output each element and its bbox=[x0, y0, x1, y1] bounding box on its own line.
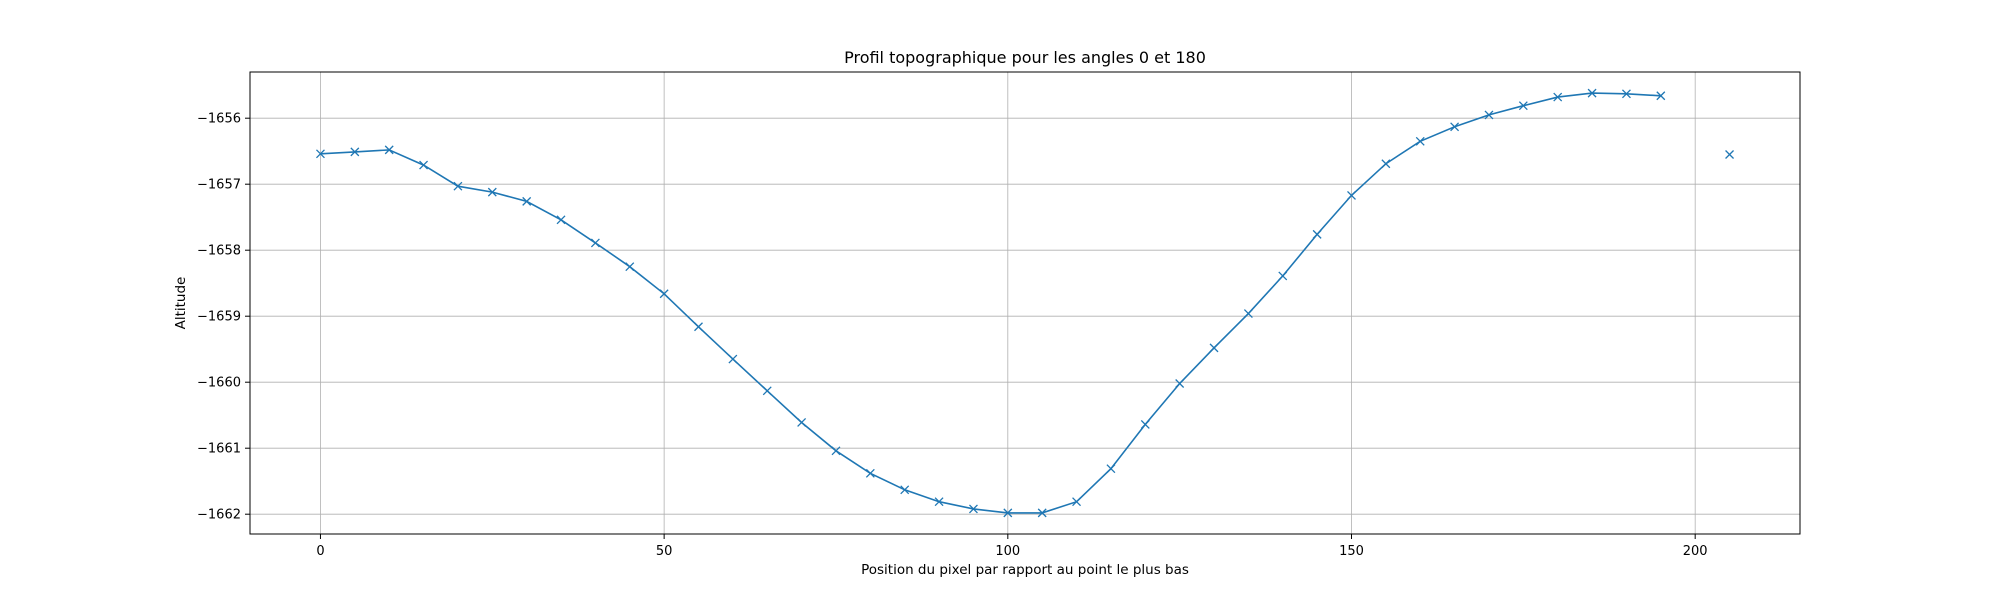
x-tick-label: 100 bbox=[995, 544, 1020, 559]
data-point-marker bbox=[1140, 419, 1150, 429]
data-point-marker bbox=[1347, 190, 1356, 200]
data-point-marker bbox=[1553, 92, 1563, 102]
data-point-marker bbox=[419, 160, 429, 170]
ticks: 0 50 100 150 200 −1656 −1657 −1658 −1659 −1660 −16… bbox=[197, 112, 1708, 559]
data-point-marker bbox=[728, 354, 738, 364]
data-point-marker bbox=[1003, 508, 1013, 518]
data-point-marker bbox=[350, 147, 360, 157]
data-point-marker bbox=[831, 446, 841, 456]
data-point-marker bbox=[1484, 110, 1494, 120]
y-tick-label: −1660 bbox=[197, 376, 241, 391]
data-point-marker bbox=[1072, 497, 1082, 507]
y-tick-label: −1657 bbox=[197, 178, 241, 193]
data-point-marker bbox=[1312, 229, 1322, 239]
x-tick-label: 0 bbox=[316, 544, 324, 559]
data-point-marker bbox=[487, 187, 497, 197]
data-point-marker bbox=[1243, 309, 1253, 319]
data-point-marker bbox=[762, 386, 772, 396]
data-point-marker bbox=[384, 145, 394, 155]
series-layer bbox=[315, 88, 1735, 518]
data-point-marker bbox=[1106, 464, 1116, 474]
series-line bbox=[320, 92, 1661, 514]
data-point-marker bbox=[694, 322, 703, 332]
y-axis-label: Altitude bbox=[173, 277, 189, 330]
y-tick-label: −1659 bbox=[197, 310, 241, 325]
data-point-marker bbox=[1450, 122, 1460, 132]
data-point-marker bbox=[522, 196, 532, 206]
data-point-marker bbox=[797, 418, 807, 427]
data-point-marker bbox=[1381, 159, 1391, 169]
y-tick-label: −1656 bbox=[197, 112, 241, 127]
y-tick-label: −1661 bbox=[197, 442, 241, 457]
x-tick-label: 150 bbox=[1339, 544, 1364, 559]
data-point-marker bbox=[1278, 271, 1288, 281]
data-point-marker bbox=[556, 215, 566, 225]
data-point-marker bbox=[1415, 136, 1425, 146]
data-point-marker bbox=[900, 485, 910, 495]
data-point-marker bbox=[865, 468, 875, 478]
data-point-marker bbox=[315, 149, 325, 159]
data-point-marker bbox=[590, 238, 600, 248]
y-tick-label: −1658 bbox=[197, 244, 241, 259]
data-point-marker bbox=[1621, 89, 1631, 99]
data-point-marker bbox=[659, 289, 669, 299]
y-tick-label: −1662 bbox=[197, 508, 241, 523]
data-point-marker bbox=[625, 262, 635, 272]
data-point-marker bbox=[1656, 91, 1666, 101]
chart-title: Profil topographique pour les angles 0 e… bbox=[844, 48, 1206, 67]
data-point-marker bbox=[453, 181, 463, 191]
x-tick-label: 200 bbox=[1683, 544, 1708, 559]
x-tick-label: 50 bbox=[656, 544, 673, 559]
plot-frame bbox=[249, 71, 1801, 535]
data-point-marker bbox=[968, 504, 978, 514]
data-point-marker bbox=[934, 497, 944, 507]
data-point-marker bbox=[1518, 101, 1528, 111]
data-point-marker bbox=[1209, 343, 1219, 353]
x-axis-label: Position du pixel par rapport au point l… bbox=[861, 562, 1189, 578]
data-point-marker bbox=[1587, 88, 1597, 98]
data-point-marker bbox=[1037, 508, 1047, 518]
data-point-marker bbox=[1725, 150, 1735, 159]
data-point-marker bbox=[1175, 379, 1185, 388]
grid bbox=[250, 72, 1800, 534]
